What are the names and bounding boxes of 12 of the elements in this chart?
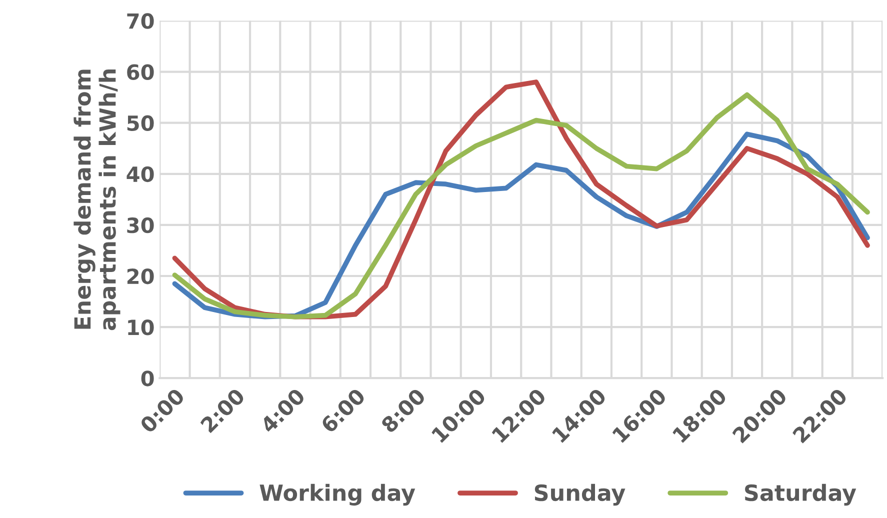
legend-label: Sunday	[534, 484, 626, 506]
y-tick-label: 60	[127, 64, 154, 80]
y-tick-label: 50	[127, 115, 154, 132]
y-tick-label: 70	[127, 13, 154, 29]
y-tick-label: 10	[128, 320, 154, 336]
y-tick-label: 30	[127, 217, 154, 234]
legend-label: Working day	[260, 484, 416, 506]
y-tick-label: 0	[141, 370, 154, 386]
y-tick-label: 40	[126, 166, 154, 182]
legend-label: Saturday	[745, 484, 856, 506]
y-tick-label: 20	[127, 268, 154, 284]
y-axis-title: Energy demand from apartments in kWh/h	[74, 69, 120, 330]
